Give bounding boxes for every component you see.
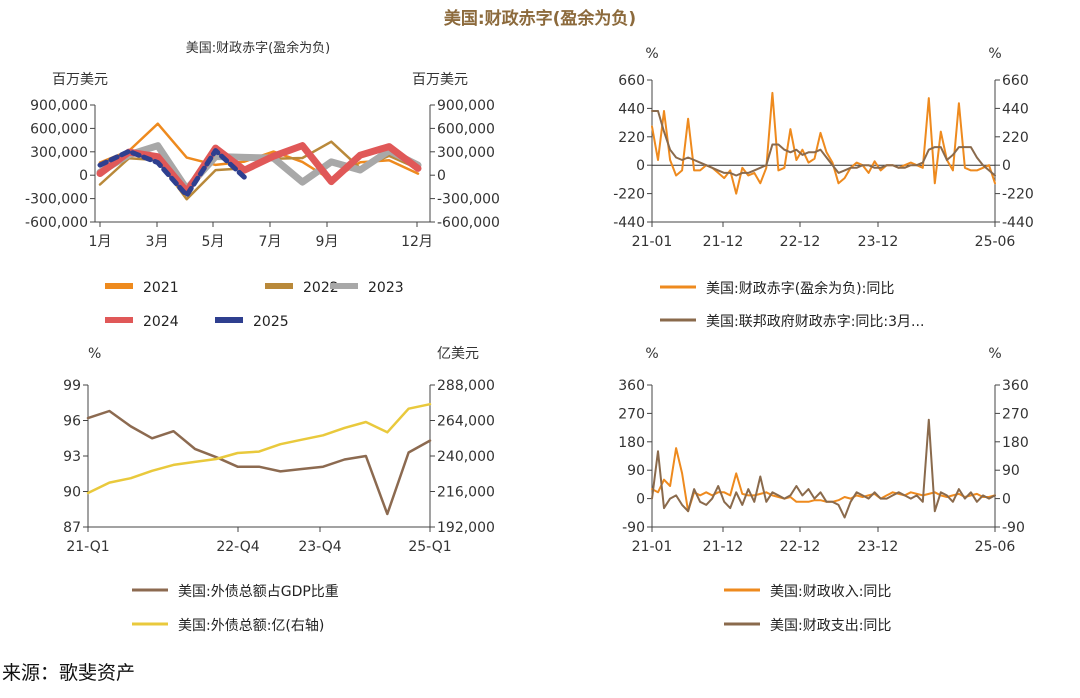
chart1-unit-left: 百万美元	[52, 72, 108, 88]
chart4-ytick-label-right: -90	[1002, 520, 1025, 536]
chart4-ytick-label-left: 0	[636, 492, 645, 508]
chart2-xtick-label: 25-06	[975, 234, 1016, 250]
chart4-ytick-label-right: 360	[1002, 378, 1029, 394]
chart3-ytick-label-right: 216,000	[437, 485, 495, 501]
chart4-ytick-label-left: 180	[618, 435, 645, 451]
chart3-series-line-0	[86, 409, 432, 516]
chart4-legend-label-1: 美国:财政支出:同比	[770, 618, 891, 634]
chart1-ytick-label-right: -300,000	[437, 192, 500, 208]
chart3-xtick-label: 25-Q1	[408, 539, 451, 555]
chart1-xtick-label: 1月	[89, 234, 112, 250]
chart3-ytick-label-right: 264,000	[437, 414, 495, 430]
chart4-ytick-label-left: 90	[627, 463, 645, 479]
chart1-ytick-label-left: -300,000	[25, 192, 88, 208]
chart3-legend-label-1: 美国:外债总额:亿(右轴)	[178, 618, 324, 634]
chart2-unit-left: %	[645, 46, 658, 62]
chart2-ytick-label-left: -220	[613, 187, 645, 203]
chart4-ytick-label-right: 270	[1002, 406, 1029, 422]
chart4-ytick-label-right: 0	[1002, 492, 1011, 508]
chart1-ytick-label-left: 0	[79, 168, 88, 184]
chart3-ytick-label-right: 240,000	[437, 449, 495, 465]
chart1-ytick-label-left: 300,000	[30, 145, 88, 161]
chart3-ytick-label-left: 93	[63, 449, 81, 465]
chart1-legend-label-0: 2021	[143, 280, 179, 296]
chart4-unit-left: %	[645, 346, 658, 362]
chart3-ytick-label-left: 87	[63, 520, 81, 536]
chart2-legend-label-1: 美国:联邦政府财政赤字:同比:3月...	[706, 314, 924, 330]
chart2-ytick-label-right: -440	[1002, 215, 1034, 231]
chart3-xtick-label: 23-Q4	[298, 539, 341, 555]
chart1-ytick-label-right: 600,000	[437, 121, 495, 137]
chart3-xtick-label: 21-Q1	[66, 539, 109, 555]
chart4-series-line-0	[651, 447, 996, 513]
chart4-xtick-label: 23-12	[858, 539, 899, 555]
chart2-xtick-label: 23-12	[858, 234, 899, 250]
chart4-series-line-1	[651, 418, 996, 519]
chart2-xtick-label: 22-12	[780, 234, 821, 250]
chart1-ytick-label-right: 300,000	[437, 145, 495, 161]
chart3-ytick-label-right: 192,000	[437, 520, 495, 536]
chart2-ytick-label-right: 0	[1002, 158, 1011, 174]
chart1-ytick-label-right: 900,000	[437, 98, 495, 114]
chart1-ytick-label-left: -600,000	[25, 215, 88, 231]
chart1-xtick-label: 5月	[202, 234, 225, 250]
chart2-series-line-0	[651, 91, 996, 195]
source-note: 来源：歌斐资产	[2, 662, 136, 684]
chart4-ytick-label-right: 90	[1002, 463, 1020, 479]
chart1-ytick-label-left: 600,000	[30, 121, 88, 137]
chart1-ytick-label-left: 900,000	[30, 98, 88, 114]
main-title: 美国:财政赤字(盈余为负)	[443, 9, 637, 29]
chart4-xtick-label: 21-01	[632, 539, 673, 555]
chart1-series-line-3	[96, 142, 422, 196]
chart4-ytick-label-left: 270	[618, 406, 645, 422]
chart1-xtick-label: 7月	[259, 234, 282, 250]
chart3-series-line-1	[86, 402, 432, 495]
chart4-ytick-label-left: -90	[622, 520, 645, 536]
chart3-ytick-label-left: 90	[63, 485, 81, 501]
chart1-xtick-label: 12月	[401, 234, 433, 250]
chart3-xtick-label: 22-Q4	[216, 539, 259, 555]
chart2-legend-label-0: 美国:财政赤字(盈余为负):同比	[706, 280, 894, 297]
chart4-xtick-label: 25-06	[975, 539, 1016, 555]
chart1-legend-label-4: 2025	[253, 314, 289, 330]
chart1-series-line-4	[97, 148, 247, 198]
chart1-series-line-2	[96, 142, 422, 193]
chart1-legend-label-3: 2024	[143, 314, 179, 330]
chart4-ytick-label-right: 180	[1002, 435, 1029, 451]
chart1-legend-label-2: 2023	[368, 280, 404, 296]
chart1-ytick-label-right: 0	[437, 168, 446, 184]
chart2-series-line-1	[651, 110, 996, 177]
chart2-unit-right: %	[988, 46, 1001, 62]
chart2-ytick-label-left: 220	[618, 130, 645, 146]
chart2-ytick-label-left: 0	[636, 158, 645, 174]
chart1-xtick-label: 9月	[316, 234, 339, 250]
chart2-ytick-label-left: -440	[613, 215, 645, 231]
chart1-xtick-label: 3月	[146, 234, 169, 250]
chart2-ytick-label-right: 220	[1002, 130, 1029, 146]
chart-figure: 美国:财政赤字(盈余为负) 百万美元 百万美元 900,000 900,000 600,0…	[25, 40, 1034, 634]
chart2-ytick-label-right: -220	[1002, 187, 1034, 203]
chart4-legend-label-0: 美国:财政收入:同比	[770, 584, 891, 600]
chart4-ytick-label-left: 360	[618, 378, 645, 394]
chart2-ytick-label-left: 440	[618, 101, 645, 117]
chart2-ytick-label-right: 660	[1002, 73, 1029, 89]
chart1-title: 美国:财政赤字(盈余为负)	[186, 40, 331, 56]
chart1-unit-right: 百万美元	[412, 72, 468, 88]
chart3-unit-left: %	[88, 346, 101, 362]
chart2-ytick-label-right: 440	[1002, 101, 1029, 117]
chart4-unit-right: %	[988, 346, 1001, 362]
chart4-xtick-label: 21-12	[703, 539, 744, 555]
chart1-ytick-label-right: -600,000	[437, 215, 500, 231]
chart4-xtick-label: 22-12	[780, 539, 821, 555]
chart3-ytick-label-left: 96	[63, 414, 81, 430]
chart2-xtick-label: 21-12	[703, 234, 744, 250]
chart3-unit-right: 亿美元	[437, 346, 479, 362]
chart2-ytick-label-left: 660	[618, 73, 645, 89]
chart1-legend-label-1: 2022	[303, 280, 339, 296]
chart3-ytick-label-right: 288,000	[437, 378, 495, 394]
chart3-legend-label-0: 美国:外债总额占GDP比重	[178, 584, 339, 600]
chart2-xtick-label: 21-01	[632, 234, 673, 250]
chart3-ytick-label-left: 99	[63, 378, 81, 394]
